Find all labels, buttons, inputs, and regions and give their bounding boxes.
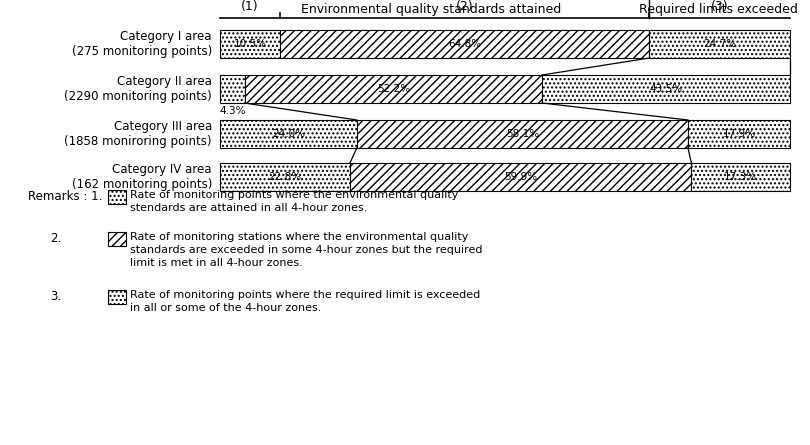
Text: Environmental quality standards attained: Environmental quality standards attained — [301, 3, 561, 16]
Text: (1): (1) — [241, 0, 258, 13]
Bar — [350, 163, 692, 191]
Bar — [692, 163, 790, 191]
Text: 58.1%: 58.1% — [505, 129, 539, 139]
Text: Category I area
(275 monitoring points): Category I area (275 monitoring points) — [72, 30, 212, 58]
Text: 17.3%: 17.3% — [724, 172, 757, 182]
Text: Category II area
(2290 monitoring points): Category II area (2290 monitoring points… — [64, 75, 212, 103]
Text: Rate of monitoring points where the environmental quality
stendards are attained: Rate of monitoring points where the envi… — [130, 190, 458, 213]
Text: 3.: 3. — [50, 290, 61, 303]
Text: Category IV area
(162 monitoring points): Category IV area (162 monitoring points) — [71, 163, 212, 191]
Bar — [220, 120, 356, 148]
Bar — [220, 30, 279, 58]
Bar — [279, 30, 649, 58]
Text: Category III area
(1858 moniroring points): Category III area (1858 moniroring point… — [65, 120, 212, 148]
Text: Rate of monitoring stations where the environmental quality
standards are exceed: Rate of monitoring stations where the en… — [130, 232, 483, 268]
Text: 64.8%: 64.8% — [448, 39, 481, 49]
Text: 4.3%: 4.3% — [219, 106, 245, 116]
Bar — [542, 75, 790, 103]
Text: 43.5%: 43.5% — [650, 84, 683, 94]
Bar — [108, 290, 126, 304]
Bar — [108, 190, 126, 204]
Bar — [245, 75, 542, 103]
Text: Required limits exceeded: Required limits exceeded — [639, 3, 798, 16]
Text: 24.0%: 24.0% — [272, 129, 305, 139]
Bar — [220, 163, 350, 191]
Text: 59.9%: 59.9% — [504, 172, 537, 182]
Bar — [108, 232, 126, 246]
Text: 22.8%: 22.8% — [268, 172, 301, 182]
Text: (3): (3) — [711, 0, 728, 13]
Bar — [688, 120, 790, 148]
Text: 10.5%: 10.5% — [233, 39, 266, 49]
Text: 2.: 2. — [50, 232, 62, 245]
Text: (2): (2) — [456, 0, 473, 13]
Bar — [356, 120, 688, 148]
Bar — [649, 30, 790, 58]
Text: 52.2%: 52.2% — [377, 84, 410, 94]
Text: 17.9%: 17.9% — [723, 129, 756, 139]
Bar — [220, 75, 245, 103]
Text: Remarks : 1.: Remarks : 1. — [28, 190, 102, 203]
Text: 24.7%: 24.7% — [703, 39, 736, 49]
Text: Rate of monitoring points where the required limit is exceeded
in all or some of: Rate of monitoring points where the requ… — [130, 290, 480, 313]
